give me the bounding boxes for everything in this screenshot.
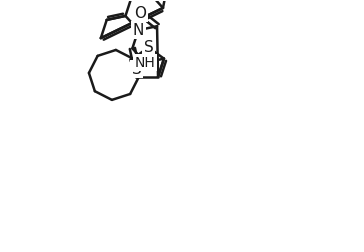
Text: N: N bbox=[132, 23, 144, 38]
Text: S: S bbox=[132, 61, 142, 77]
Text: NH: NH bbox=[135, 56, 155, 70]
Text: S: S bbox=[143, 40, 153, 55]
Text: O: O bbox=[135, 6, 147, 21]
